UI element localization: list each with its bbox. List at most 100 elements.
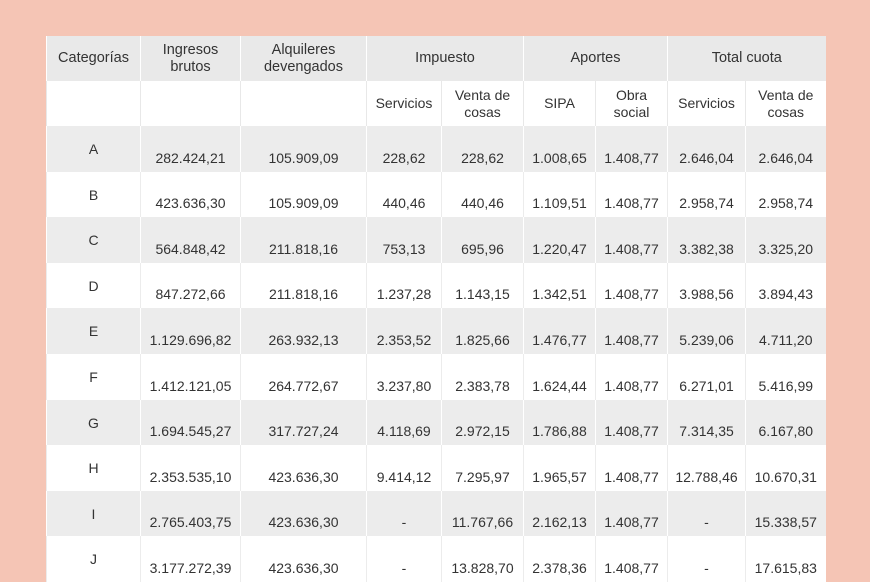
value-cell: 1.408,77 <box>594 262 668 309</box>
subheader-cell: Venta de cosas <box>441 81 524 126</box>
value-cell: 228,62 <box>366 126 442 172</box>
value-cell: 695,96 <box>441 217 524 263</box>
value-cell: 1.408,77 <box>594 217 668 263</box>
value-cell: 1.408,77 <box>594 171 668 218</box>
value-cell: 15.338,57 <box>745 490 826 537</box>
value-cell: 2.162,13 <box>523 490 596 537</box>
value-cell: 1.408,77 <box>594 353 668 400</box>
value-cell: 6.271,01 <box>667 353 746 400</box>
value-cell: 6.167,80 <box>745 399 826 446</box>
value-cell: 1.825,66 <box>441 308 524 354</box>
value-cell: 1.008,65 <box>523 126 596 172</box>
value-cell: 2.378,36 <box>523 536 596 582</box>
category-cell: H <box>46 445 141 491</box>
value-cell: - <box>667 536 746 582</box>
table-row: G 1.694.545,27 317.727,24 4.118,69 2.972,15 1… <box>46 399 826 446</box>
value-cell: 1.694.545,27 <box>140 399 241 446</box>
table-row: I 2.765.403,75 423.636,30 - 11.767,66 2.162,1… <box>46 490 826 537</box>
value-cell: 211.818,16 <box>240 217 367 263</box>
value-cell: 423.636,30 <box>240 490 367 537</box>
header-cell: Categorías <box>46 36 141 81</box>
table-row: E 1.129.696,82 263.932,13 2.353,52 1.825,66 1… <box>46 308 826 354</box>
value-cell: 3.325,20 <box>745 217 826 263</box>
category-cell: G <box>46 399 141 446</box>
category-cell: B <box>46 171 141 218</box>
value-cell: 7.314,35 <box>667 399 746 446</box>
value-cell: 3.894,43 <box>745 262 826 309</box>
value-cell: 317.727,24 <box>240 399 367 446</box>
value-cell: 2.353,52 <box>366 308 442 354</box>
value-cell: 12.788,46 <box>667 445 746 491</box>
value-cell: 1.143,15 <box>441 262 524 309</box>
value-cell: 3.177.272,39 <box>140 536 241 582</box>
value-cell: 423.636,30 <box>240 445 367 491</box>
value-cell: 105.909,09 <box>240 171 367 218</box>
value-cell: 2.383,78 <box>441 353 524 400</box>
header-blank <box>240 81 367 126</box>
value-cell: 1.408,77 <box>594 308 668 354</box>
subheader-cell: Venta de cosas <box>745 81 826 126</box>
table-row: H 2.353.535,10 423.636,30 9.414,12 7.295,97 1… <box>46 445 826 491</box>
value-cell: 2.958,74 <box>667 171 746 218</box>
value-cell: 440,46 <box>441 171 524 218</box>
category-cell: I <box>46 490 141 537</box>
value-cell: 2.972,15 <box>441 399 524 446</box>
value-cell: 564.848,42 <box>140 217 241 263</box>
value-cell: 13.828,70 <box>441 536 524 582</box>
value-cell: 3.988,56 <box>667 262 746 309</box>
table-row: F 1.412.121,05 264.772,67 3.237,80 2.383,78 1… <box>46 353 826 400</box>
value-cell: 423.636,30 <box>140 171 241 218</box>
value-cell: 228,62 <box>441 126 524 172</box>
value-cell: 3.237,80 <box>366 353 442 400</box>
value-cell: 4.118,69 <box>366 399 442 446</box>
value-cell: 17.615,83 <box>745 536 826 582</box>
value-cell: 1.408,77 <box>594 126 668 172</box>
header-blank <box>140 81 241 126</box>
value-cell: 1.408,77 <box>594 490 668 537</box>
value-cell: 282.424,21 <box>140 126 241 172</box>
value-cell: 423.636,30 <box>240 536 367 582</box>
header-cell: Impuesto <box>366 36 524 81</box>
category-cell: F <box>46 353 141 400</box>
table-container: Categorías Ingresos brutos Alquileres deve… <box>46 36 826 582</box>
value-cell: 1.624,44 <box>523 353 596 400</box>
category-cell: D <box>46 262 141 309</box>
value-cell: 264.772,67 <box>240 353 367 400</box>
header-blank <box>46 81 141 126</box>
table-row: B 423.636,30 105.909,09 440,46 440,46 1.109,5… <box>46 171 826 218</box>
subheader-cell: Servicios <box>667 81 746 126</box>
table-row: Servicios Venta de cosas SIPA Obra social Se… <box>46 81 826 126</box>
table-row: C 564.848,42 211.818,16 753,13 695,96 1.220,4… <box>46 217 826 263</box>
value-cell: 11.767,66 <box>441 490 524 537</box>
table-row: Categorías Ingresos brutos Alquileres deve… <box>46 36 826 81</box>
value-cell: 105.909,09 <box>240 126 367 172</box>
monotributo-table: Categorías Ingresos brutos Alquileres deve… <box>46 36 826 582</box>
value-cell: 1.965,57 <box>523 445 596 491</box>
value-cell: 2.958,74 <box>745 171 826 218</box>
value-cell: 1.237,28 <box>366 262 442 309</box>
value-cell: 1.476,77 <box>523 308 596 354</box>
value-cell: 5.416,99 <box>745 353 826 400</box>
value-cell: 2.353.535,10 <box>140 445 241 491</box>
value-cell: 1.786,88 <box>523 399 596 446</box>
table-row: J 3.177.272,39 423.636,30-13.828,70 2.378,3… <box>46 536 826 582</box>
value-cell: 440,46 <box>366 171 442 218</box>
header-cell: Ingresos brutos <box>140 36 241 81</box>
value-cell: 1.408,77 <box>594 445 668 491</box>
value-cell: - <box>667 490 746 537</box>
value-cell: 10.670,31 <box>745 445 826 491</box>
category-cell: J <box>46 536 141 582</box>
value-cell: 1.412.121,05 <box>140 353 241 400</box>
value-cell: 1.129.696,82 <box>140 308 241 354</box>
value-cell: 1.342,51 <box>523 262 596 309</box>
value-cell: 753,13 <box>366 217 442 263</box>
value-cell: - <box>366 536 442 582</box>
header-cell: Aportes <box>522 36 668 81</box>
value-cell: 2.765.403,75 <box>140 490 241 537</box>
category-cell: A <box>46 126 141 172</box>
value-cell: 7.295,97 <box>441 445 524 491</box>
subheader-cell: Servicios <box>366 81 442 126</box>
table-row: D 847.272,66 211.818,16 1.237,28 1.143,15 1.3… <box>46 262 826 309</box>
subheader-cell: Obra social <box>594 81 668 126</box>
